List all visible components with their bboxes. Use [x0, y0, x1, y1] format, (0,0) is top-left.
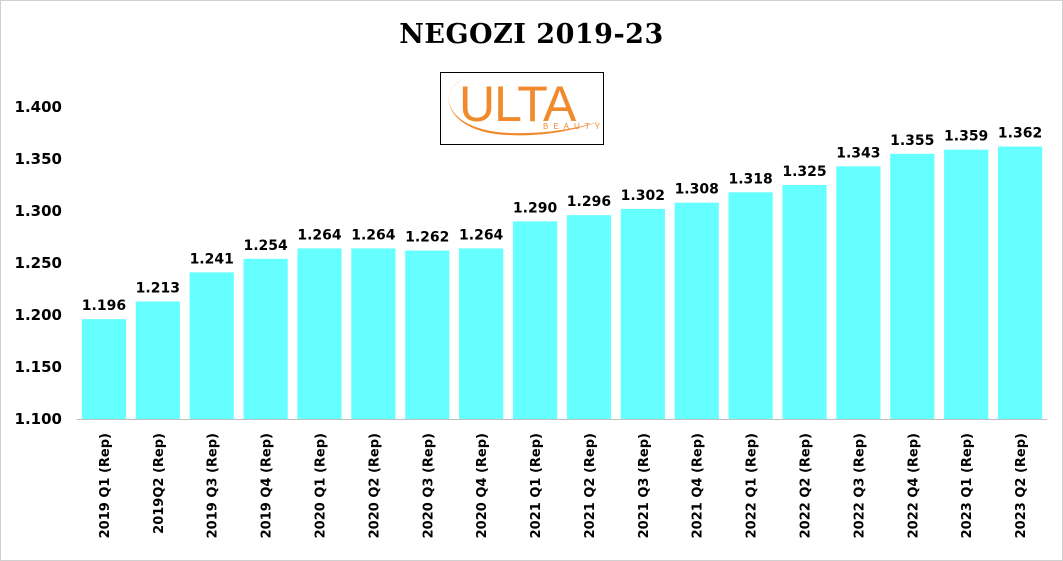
x-category-label: 2022 Q4 (Rep): [906, 433, 921, 538]
y-tick-label: 1.350: [15, 150, 62, 168]
data-label: 1.318: [728, 171, 772, 187]
data-labels: 1.196 1.213 1.241 1.254 1.264 1.264 1.262 1.264…: [82, 126, 1042, 315]
data-label: 1.264: [351, 227, 396, 243]
x-category-label: 2021 Q3 (Rep): [637, 433, 652, 538]
chart-title: NEGOZI 2019-23: [399, 19, 664, 50]
bar: [674, 202, 719, 419]
logo-tagline: BEAUTY: [543, 122, 603, 131]
data-label: 1.241: [190, 251, 234, 267]
bar: [189, 272, 234, 419]
bar: [405, 250, 450, 419]
data-label: 1.264: [297, 227, 342, 243]
y-tick-label: 1.200: [15, 306, 62, 324]
x-category-label: 2023 Q1 (Rep): [960, 433, 975, 538]
category-labels: 2019 Q1 (Rep) 2019Q2 (Rep) 2019 Q3 (Rep) 20…: [98, 433, 1029, 538]
ulta-logo-graphic: ULTA BEAUTY: [448, 76, 603, 136]
data-label: 1.264: [459, 227, 504, 243]
ulta-beauty-logo: ULTA BEAUTY: [440, 72, 604, 145]
data-label: 1.196: [82, 298, 126, 314]
bar: [620, 208, 665, 419]
x-category-label: 2022 Q3 (Rep): [852, 433, 867, 538]
data-label: 1.359: [944, 129, 988, 145]
x-category-label: 2019Q2 (Rep): [152, 433, 167, 534]
x-category-label: 2020 Q4 (Rep): [475, 433, 490, 538]
data-label: 1.343: [836, 145, 880, 161]
bar: [836, 166, 881, 419]
x-category-label: 2021 Q1 (Rep): [529, 433, 544, 538]
x-category-label: 2020 Q2 (Rep): [367, 433, 382, 538]
logo-wordmark: ULTA: [459, 76, 577, 132]
y-tick-label: 1.300: [15, 202, 62, 220]
data-label: 1.290: [513, 200, 558, 216]
bar: [890, 153, 935, 420]
bar: [243, 258, 288, 419]
x-category-label: 2023 Q2 (Rep): [1014, 433, 1029, 538]
bar: [297, 248, 342, 419]
x-category-label: 2022 Q2 (Rep): [799, 433, 814, 538]
x-category-label: 2019 Q1 (Rep): [98, 433, 113, 538]
y-axis-labels: 1.100 1.150 1.200 1.250 1.300 1.350 1.400: [15, 98, 62, 428]
bar: [566, 215, 612, 419]
x-category-label: 2020 Q3 (Rep): [421, 433, 436, 538]
x-category-label: 2021 Q2 (Rep): [583, 433, 598, 538]
bar: [351, 248, 396, 419]
x-category-label: 2019 Q3 (Rep): [206, 433, 221, 538]
data-label: 1.254: [243, 238, 288, 254]
bar: [135, 301, 180, 419]
bar: [944, 149, 989, 419]
bar: [782, 185, 827, 419]
x-category-label: 2020 Q1 (Rep): [314, 433, 329, 538]
y-tick-label: 1.250: [15, 254, 62, 272]
data-label: 1.325: [782, 164, 826, 180]
y-tick-label: 1.400: [15, 98, 62, 116]
data-label: 1.302: [621, 188, 665, 204]
y-tick-label: 1.150: [15, 358, 62, 376]
data-label: 1.262: [405, 230, 449, 246]
data-label: 1.362: [998, 126, 1042, 142]
bar: [81, 319, 127, 419]
data-label: 1.213: [136, 280, 180, 296]
x-category-label: 2019 Q4 (Rep): [260, 433, 275, 538]
bar: [512, 221, 558, 419]
bars: [81, 146, 1043, 420]
y-tick-label: 1.100: [15, 410, 62, 428]
bar: [459, 248, 504, 419]
bar: [997, 146, 1043, 419]
x-category-label: 2021 Q4 (Rep): [691, 433, 706, 538]
data-label: 1.296: [567, 194, 611, 210]
x-category-label: 2022 Q1 (Rep): [745, 433, 760, 538]
data-label: 1.355: [890, 133, 934, 149]
bar: [728, 192, 773, 419]
data-label: 1.308: [675, 182, 719, 198]
